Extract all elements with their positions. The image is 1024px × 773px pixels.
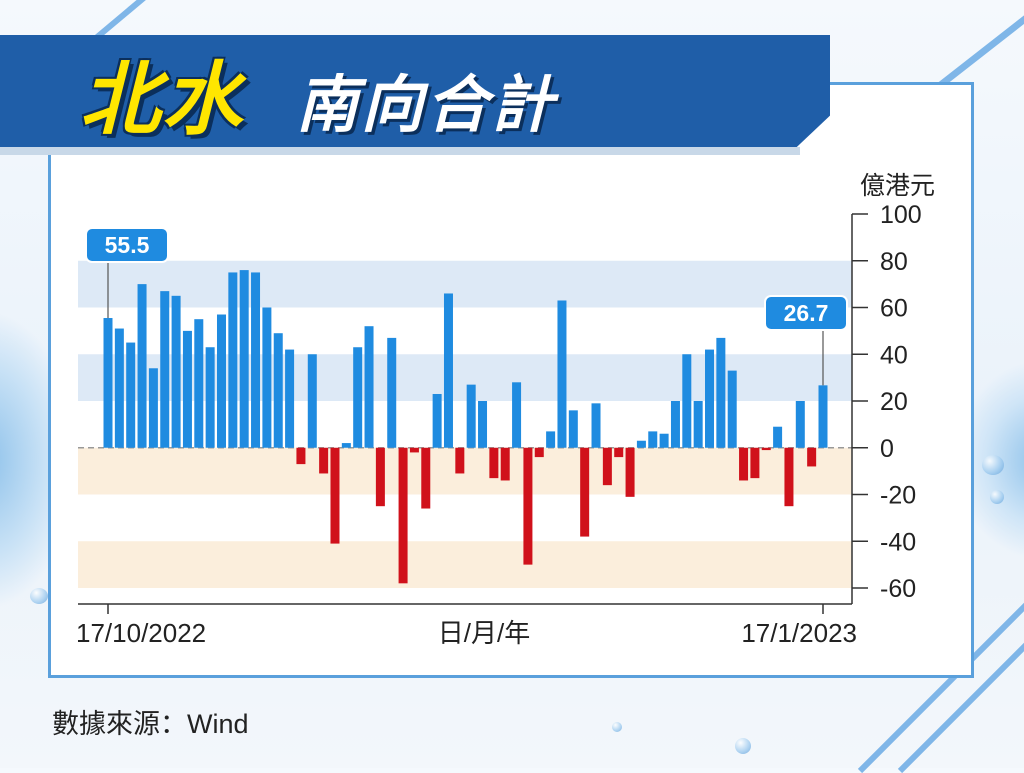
bar [512,382,522,448]
band-negative [78,541,852,588]
bar [375,447,385,507]
band-positive [78,260,852,308]
bar [500,447,510,481]
bar [478,401,488,448]
water-drop [982,455,1004,475]
y-tick-label: 60 [880,295,908,323]
bar [364,326,374,448]
bar [648,431,658,448]
band-negative [78,447,852,495]
annotation-label: 26.7 [784,300,829,326]
y-axis-unit-label: 億港元 [860,172,936,200]
bar [659,433,669,448]
y-tick-label: 80 [880,248,908,276]
bar [784,447,794,507]
bar [705,349,715,448]
x-axis-label: 日/月/年 [438,618,530,648]
y-tick-label: -40 [880,528,916,556]
bar [330,447,340,544]
y-tick-label: 20 [880,388,908,416]
water-drop [30,588,48,604]
bar [489,447,499,479]
bar [387,337,397,448]
bar [818,385,828,448]
bar [670,401,680,448]
bar [341,443,351,448]
bar [716,337,726,448]
bar [353,347,363,448]
water-drop [735,738,751,754]
bar [171,295,181,448]
bar [546,431,556,448]
title-rest: 南向合計 [296,71,557,140]
annotation-box [85,227,169,263]
bar [103,318,113,448]
data-source-note: 數據來源：Wind [52,709,249,739]
bar [614,447,624,458]
bar [137,284,147,448]
bar [727,370,737,448]
bar [262,307,272,448]
bar [636,440,646,448]
bar [216,314,226,448]
bar [126,342,136,448]
bar [568,410,578,448]
bar [285,349,295,448]
bar [432,393,442,448]
bar [739,447,749,481]
title-banner [0,35,830,147]
bar [148,368,158,448]
bar [409,447,419,453]
bar [807,447,817,467]
bar [239,270,249,448]
bar [421,447,431,509]
bar [114,328,124,448]
y-tick-label: -60 [880,575,916,603]
bar [455,447,465,474]
water-drop [612,722,622,732]
bar [319,447,329,474]
banner-shadow [0,147,800,155]
bar [205,347,215,448]
bar [761,447,771,451]
bar [773,426,783,448]
bar [693,401,703,448]
bar [160,291,170,448]
bar [273,333,283,448]
y-tick-label: 100 [880,201,922,229]
x-tick-label: 17/1/2023 [741,618,857,648]
bar [591,403,601,448]
bar [466,384,476,448]
bar [557,300,567,448]
bar [307,354,317,448]
bar [750,447,760,479]
bar [182,330,192,448]
bar [296,447,306,465]
y-tick-label: 0 [880,435,894,463]
title-highlight: 北水 [80,55,244,144]
bar [534,447,544,458]
x-tick-label: 17/10/2022 [76,618,206,648]
bar [228,272,238,448]
bar [398,447,408,584]
y-tick-label: -20 [880,482,916,510]
y-tick-label: 40 [880,341,908,369]
bar [523,447,533,565]
bar [194,319,204,448]
bar [443,293,453,448]
bar [682,354,692,448]
bar [580,447,590,537]
annotation-box [764,295,848,331]
bar [602,447,612,486]
bar [251,272,261,448]
bar [795,401,805,448]
annotation-label: 55.5 [105,232,150,258]
water-drop [990,490,1004,504]
bar [625,447,635,497]
